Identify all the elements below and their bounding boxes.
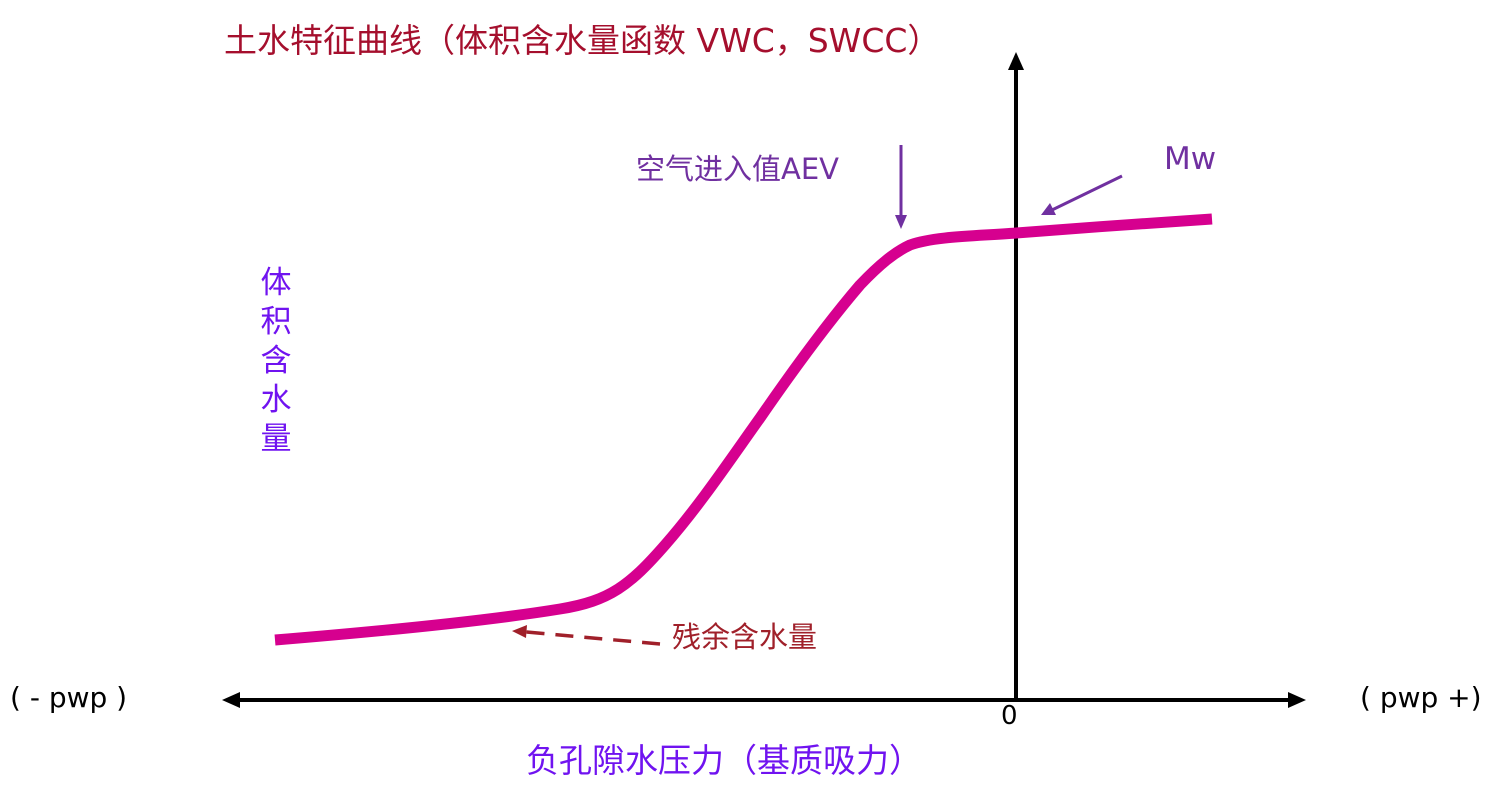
mw-arrow-icon (1041, 174, 1123, 215)
swcc-curve (274, 213, 1213, 646)
residual-water-annotation: 残余含水量 (672, 620, 818, 654)
aev-arrow-icon (895, 145, 907, 229)
x-axis-positive-label: ( pwp +) (1360, 681, 1482, 714)
y-axis-up-arrow-icon (1008, 52, 1024, 70)
chart-title: 土水特征曲线（体积含水量函数 VWC，SWCC） (224, 21, 941, 60)
x-axis-left-arrow-icon (222, 692, 240, 708)
y-axis (1008, 52, 1024, 700)
x-axis-label: 负孔隙水压力（基质吸力） (526, 741, 922, 780)
y-axis-label: 体积含水量 (260, 265, 292, 457)
x-axis (222, 692, 1306, 708)
aev-annotation: 空气进入值AEV (636, 152, 840, 186)
x-axis-negative-label: ( - pwp ) (10, 681, 128, 714)
x-axis-right-arrow-icon (1288, 692, 1306, 708)
mw-annotation: Mw (1164, 141, 1217, 177)
residual-arrow-icon (512, 625, 661, 646)
origin-label: 0 (1001, 701, 1018, 731)
